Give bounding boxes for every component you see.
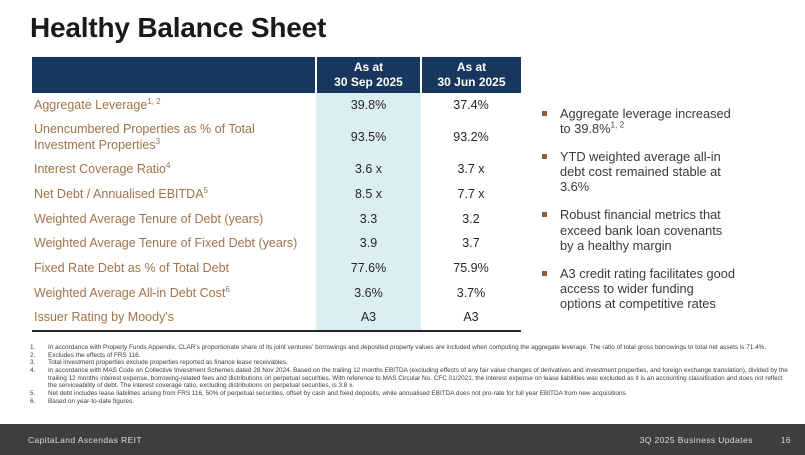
bullet-text: Robust financial metrics that exceed ban… <box>560 207 723 253</box>
footnote-item: 2. Excludes the effects of FRS 116. <box>28 352 792 360</box>
bullet-text: YTD weighted average all-in debt cost re… <box>560 149 721 195</box>
footnote-item: 6. Based on year-to-date figures. <box>28 398 792 406</box>
row-label: Weighted Average Tenure of Debt (years) <box>34 211 264 226</box>
footer-bar: CapitaLand Ascendas REIT 3Q 2025 Busines… <box>0 424 805 455</box>
footnote-ref: 1, 2 <box>610 120 625 130</box>
table-row: Unencumbered Properties as % of Total In… <box>32 117 521 158</box>
square-bullet-icon <box>542 212 547 218</box>
value-jun: 75.9% <box>453 260 489 275</box>
table-row: Weighted Average Tenure of Fixed Debt (y… <box>32 231 521 257</box>
footnote-text: Net debt includes lease liabilities aris… <box>48 390 628 398</box>
footnote-ref: 3 <box>155 136 161 146</box>
footnote-item: 1. In accordance with Property Funds App… <box>28 344 792 352</box>
footnote-number: 6. <box>30 397 36 405</box>
row-label: Weighted Average All-in Debt Cost6 <box>34 284 230 300</box>
footnote-text: Total investment properties exclude prop… <box>48 359 288 367</box>
table-row: Interest Coverage Ratio4 3.6 x 3.7 x <box>32 157 521 183</box>
footer-doc-title: 3Q 2025 Business Updates <box>639 434 753 445</box>
row-label: Issuer Rating by Moody's <box>34 310 174 325</box>
row-label: Unencumbered Properties as % of Total In… <box>34 122 255 152</box>
square-bullet-icon <box>542 270 547 276</box>
list-item: Robust financial metrics that exceed ban… <box>541 207 793 253</box>
footnote-item: 5. Net debt includes lease liabilities a… <box>28 390 792 398</box>
value-sep: A3 <box>316 305 421 332</box>
table-row: Weighted Average Tenure of Debt (years) … <box>32 207 521 232</box>
footnote-text: In accordance with MAS Code on Collectiv… <box>48 367 788 390</box>
column-header-jun-2025: As at 30 Jun 2025 <box>420 57 521 93</box>
footnotes-section: 1. In accordance with Property Funds App… <box>28 344 792 406</box>
table-row: Issuer Rating by Moody's A3 A3 <box>32 305 521 332</box>
value-jun: 3.7 x <box>457 162 485 177</box>
footnote-text: Excludes the effects of FRS 116. <box>48 351 141 359</box>
table-row: Weighted Average All-in Debt Cost6 3.6% … <box>32 281 521 306</box>
value-jun: 3.7% <box>456 285 486 300</box>
footnote-ref: 5 <box>203 185 208 195</box>
value-sep: 3.6% <box>316 281 421 306</box>
bullet-text: Aggregate leverage increased to 39.8%1, … <box>560 106 731 137</box>
list-item: A3 credit rating facilitates good access… <box>541 266 793 311</box>
balance-sheet-table: As at 30 Sep 2025 As at 30 Jun 2025 Aggr… <box>32 57 521 333</box>
footnote-number: 5. <box>30 390 36 398</box>
value-sep: 3.3 <box>316 207 421 232</box>
row-label: Interest Coverage Ratio4 <box>34 161 171 177</box>
footnote-item: 4. In accordance with MAS Code on Collec… <box>28 367 792 390</box>
list-item: Aggregate leverage increased to 39.8%1, … <box>541 106 793 136</box>
row-label: Weighted Average Tenure of Fixed Debt (y… <box>34 236 298 251</box>
footnote-ref: 4 <box>166 161 171 171</box>
footnote-number: 4. <box>30 367 36 375</box>
value-sep: 39.8% <box>316 93 421 118</box>
footer-page-number: 16 <box>780 434 791 445</box>
row-label: Fixed Rate Debt as % of Total Debt <box>34 260 230 275</box>
key-points-list: Aggregate leverage increased to 39.8%1, … <box>541 106 793 311</box>
footnote-number: 1. <box>30 344 36 351</box>
value-jun: 7.7 x <box>457 187 485 201</box>
value-sep: 3.9 <box>316 231 421 257</box>
value-sep: 93.5% <box>316 117 421 158</box>
footer-brand: CapitaLand Ascendas REIT <box>28 434 143 445</box>
list-item: YTD weighted average all-in debt cost re… <box>541 149 793 194</box>
row-label: Aggregate Leverage1, 2 <box>34 96 161 112</box>
footer-right-group: 3Q 2025 Business Updates 16 <box>640 435 793 445</box>
page-title: Healthy Balance Sheet <box>30 12 327 43</box>
square-bullet-icon <box>542 154 547 160</box>
table-corner-cell <box>32 57 316 93</box>
value-jun: 37.4% <box>453 97 489 112</box>
column-header-sep-2025: As at 30 Sep 2025 <box>315 57 421 93</box>
row-label: Net Debt / Annualised EBITDA5 <box>34 185 208 201</box>
value-sep: 3.6 x <box>316 157 421 183</box>
footnote-ref: 6 <box>225 284 230 294</box>
table-row: Aggregate Leverage1, 2 39.8% 37.4% <box>32 93 521 118</box>
value-jun: 3.2 <box>462 211 480 226</box>
value-jun: 93.2% <box>453 129 489 144</box>
value-sep: 8.5 x <box>316 182 421 208</box>
footnote-number: 2. <box>30 351 36 359</box>
table-row: Fixed Rate Debt as % of Total Debt 77.6%… <box>32 256 521 281</box>
table-row: Net Debt / Annualised EBITDA5 8.5 x 7.7 … <box>32 182 521 208</box>
bullet-text: A3 credit rating facilitates good access… <box>560 265 735 311</box>
value-sep: 77.6% <box>316 256 421 281</box>
footnote-text: Based on year-to-date figures. <box>48 397 134 405</box>
footnote-text: In accordance with Property Funds Append… <box>48 344 767 351</box>
footnote-item: 3. Total investment properties exclude p… <box>28 359 792 367</box>
table-header-row: As at 30 Sep 2025 As at 30 Jun 2025 <box>32 57 521 93</box>
value-jun: A3 <box>463 310 479 325</box>
square-bullet-icon <box>542 111 547 116</box>
footnote-ref: 1, 2 <box>147 96 161 106</box>
value-jun: 3.7 <box>462 236 480 251</box>
footnote-number: 3. <box>30 359 36 367</box>
